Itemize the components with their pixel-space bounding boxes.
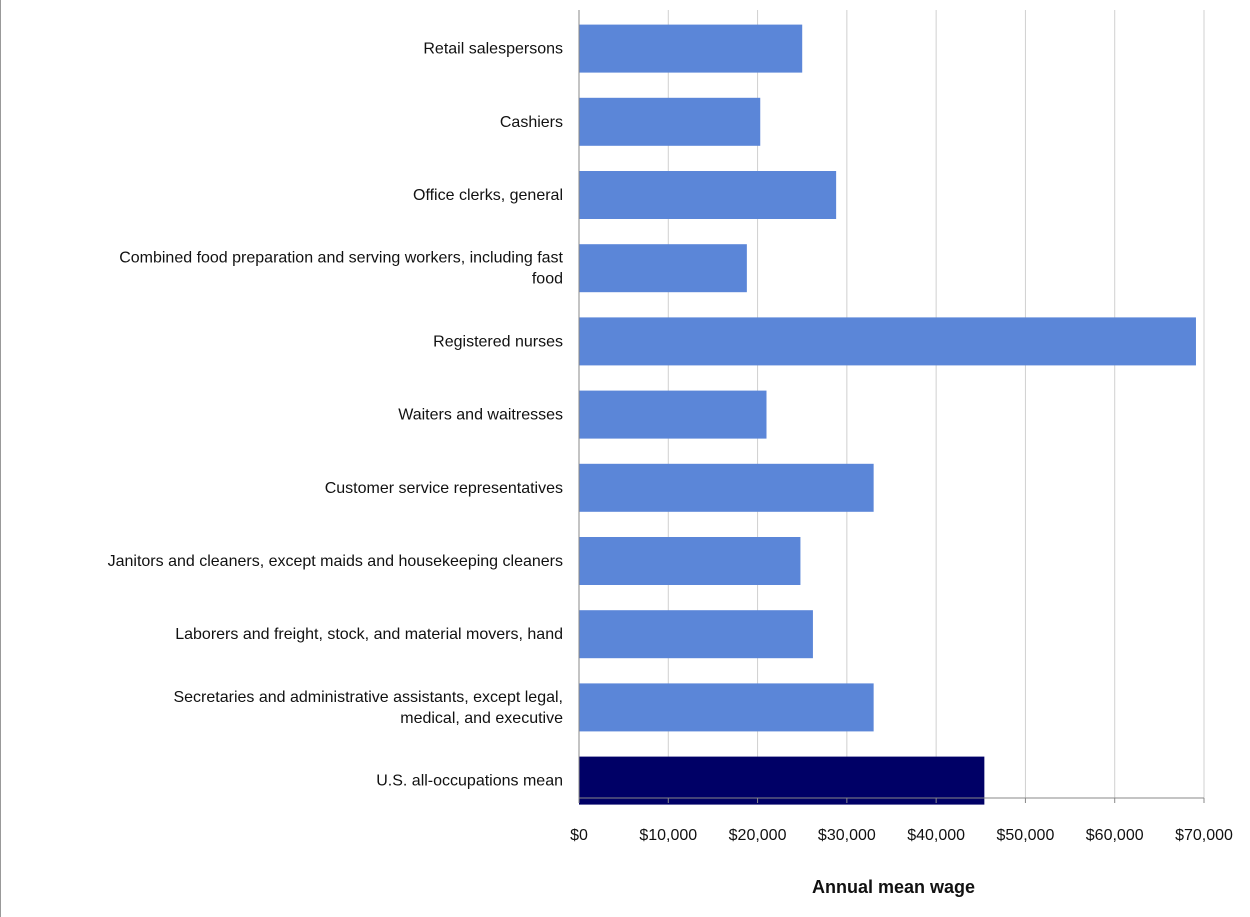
bar-8 xyxy=(579,610,813,659)
category-label-3: Combined food preparation and serving wo… xyxy=(119,250,563,288)
x-tick-label-2: $20,000 xyxy=(729,827,787,844)
category-label-2: Office clerks, general xyxy=(413,187,563,204)
x-tick-label-6: $60,000 xyxy=(1086,827,1144,844)
category-label-10: U.S. all-occupations mean xyxy=(376,773,563,790)
category-label-10-line-0: U.S. all-occupations mean xyxy=(376,773,563,790)
bar-10 xyxy=(579,756,985,805)
category-label-6-line-0: Customer service representatives xyxy=(325,480,563,497)
category-label-8-line-0: Laborers and freight, stock, and materia… xyxy=(175,626,563,643)
category-label-9: Secretaries and administrative assistant… xyxy=(173,689,563,727)
bar-3 xyxy=(579,244,747,293)
bars xyxy=(579,24,1196,805)
x-tick-label-4: $40,000 xyxy=(907,827,965,844)
x-tick-label-0: $0 xyxy=(570,827,588,844)
category-label-7: Janitors and cleaners, except maids and … xyxy=(108,553,563,570)
category-label-7-line-0: Janitors and cleaners, except maids and … xyxy=(108,553,563,570)
x-tick-label-1: $10,000 xyxy=(639,827,697,844)
category-label-4-line-0: Registered nurses xyxy=(433,333,563,350)
category-label-9-line-0: Secretaries and administrative assistant… xyxy=(173,689,563,706)
category-label-1: Cashiers xyxy=(500,114,563,131)
category-label-8: Laborers and freight, stock, and materia… xyxy=(175,626,563,643)
bar-0 xyxy=(579,24,803,73)
category-label-5: Waiters and waitresses xyxy=(398,407,563,424)
x-tick-labels: $0 $10,000 $20,000 $30,000 $40,000 $50,000 $60… xyxy=(570,827,1233,844)
category-label-3-line-1: food xyxy=(532,271,563,288)
x-axis-title: Annual mean wage xyxy=(812,877,975,897)
bar-4 xyxy=(579,317,1196,366)
x-tick-label-7: $70,000 xyxy=(1175,827,1233,844)
bar-9 xyxy=(579,683,874,732)
bar-2 xyxy=(579,171,837,219)
category-labels: Retail salespersons Cashiers Office clerks… xyxy=(108,41,564,790)
axes xyxy=(578,10,1205,803)
category-label-0-line-0: Retail salespersons xyxy=(423,41,563,58)
category-label-2-line-0: Office clerks, general xyxy=(413,187,563,204)
x-tick-label-5: $50,000 xyxy=(997,827,1055,844)
category-label-5-line-0: Waiters and waitresses xyxy=(398,407,563,424)
category-label-9-line-1: medical, and executive xyxy=(400,710,563,727)
bar-5 xyxy=(579,390,767,439)
x-tick-label-3: $30,000 xyxy=(818,827,876,844)
category-label-3-line-0: Combined food preparation and serving wo… xyxy=(119,250,563,267)
category-label-6: Customer service representatives xyxy=(325,480,563,497)
bar-1 xyxy=(579,97,761,146)
bar-7 xyxy=(579,537,801,585)
category-label-1-line-0: Cashiers xyxy=(500,114,563,131)
category-label-0: Retail salespersons xyxy=(423,41,563,58)
bar-6 xyxy=(579,463,874,512)
category-label-4: Registered nurses xyxy=(433,333,563,350)
